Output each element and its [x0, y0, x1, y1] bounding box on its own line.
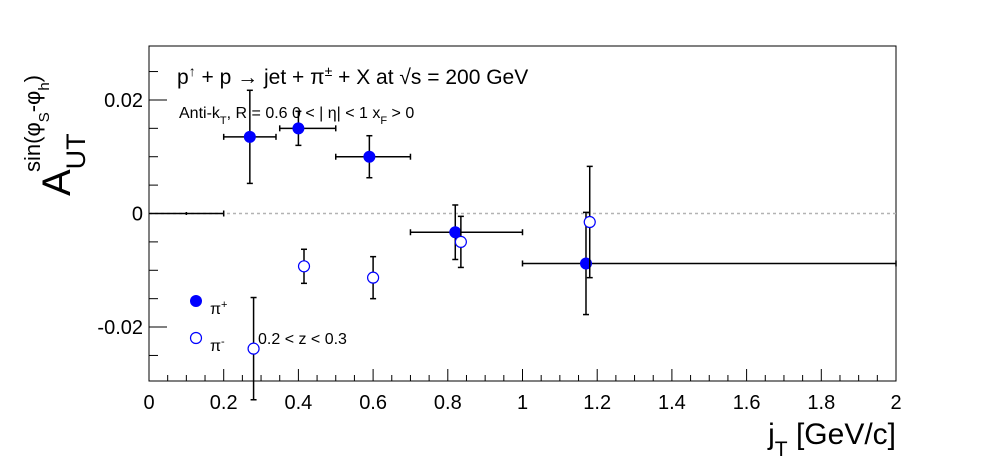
y-axis-label: AUT sin(φS-φh): [20, 75, 91, 196]
chart-subtitle-cuts: Anti-kT, R = 0.6 0 < | η| < 1 xF > 0: [179, 105, 414, 127]
bin-annotation: 0.2 < z < 0.3: [258, 331, 347, 348]
x-tick-label: 0.8: [434, 392, 462, 414]
point-pi-plus: [335, 134, 412, 179]
axis-ticks: [148, 71, 897, 381]
legend: π+ π-: [189, 295, 227, 355]
x-tick-label: 0.4: [284, 392, 312, 414]
x-tick-label: 0.6: [359, 392, 387, 414]
marker-open: [247, 342, 260, 355]
x-tick-label: 1.6: [733, 392, 761, 414]
svg-text:AUT: AUT: [35, 133, 91, 196]
y-tick-label: 0: [132, 204, 143, 226]
x-tick-label: 0: [143, 392, 154, 414]
y-tick-label: 0.02: [104, 90, 143, 112]
x-tick-label: 1.4: [658, 392, 686, 414]
point-pi-minus: [454, 215, 467, 269]
x-tick-label: 1.8: [807, 392, 835, 414]
point-pi-minus: [583, 165, 596, 279]
chart-title: p↑ + p → jet + π± + X at √s = 200 GeV: [177, 63, 528, 89]
marker-open: [583, 215, 596, 229]
x-tick-label: 1: [517, 392, 528, 414]
marker-filled: [363, 150, 376, 163]
x-tick-label: 2: [890, 392, 901, 414]
zero-reference-line: [149, 210, 896, 217]
legend-label-pi-plus: π+: [210, 299, 227, 318]
marker-filled: [292, 122, 305, 135]
point-pi-minus: [367, 255, 380, 300]
svg-text:sin(φS-φh): sin(φS-φh): [20, 75, 53, 172]
legend-marker-pi-minus: [189, 331, 203, 345]
point-pi-minus: [297, 248, 311, 285]
marker-filled: [243, 130, 256, 143]
y-tick-label: -0.02: [97, 317, 143, 339]
marker-open: [297, 260, 311, 273]
point-pi-plus: [409, 204, 524, 261]
marker-open: [454, 235, 467, 248]
x-axis-label: jT [GeV/c]: [767, 418, 896, 461]
marker-filled: [449, 226, 462, 239]
legend-label-pi-minus: π-: [210, 336, 225, 355]
legend-marker-pi-plus: [190, 295, 202, 307]
point-pi-plus: [521, 211, 897, 316]
point-pi-minus: [247, 296, 260, 401]
marker-open: [367, 271, 380, 284]
point-pi-plus: [278, 110, 337, 147]
x-tick-label: 1.2: [583, 392, 611, 414]
tick-labels: 0 0.2 0.4 0.6 0.8 1 1.2 1.4 1.6 1.8 2 -0.02 0 0.02: [97, 90, 901, 414]
point-pi-plus: [222, 89, 277, 185]
data-marks: [222, 89, 897, 401]
x-tick-label: 0.2: [210, 392, 238, 414]
